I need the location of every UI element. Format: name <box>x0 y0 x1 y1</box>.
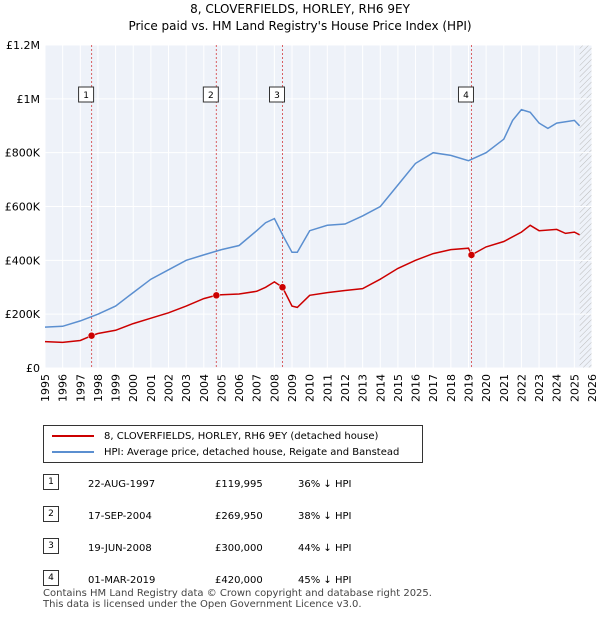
sale-number-badge: 3 <box>43 538 59 554</box>
x-tick-label: 2007 <box>251 374 264 402</box>
x-tick-label: 2023 <box>533 374 546 402</box>
legend-item-property: 8, CLOVERFIELDS, HORLEY, RH6 9EY (detach… <box>52 428 378 444</box>
x-tick-label: 2001 <box>145 374 158 402</box>
sale-point <box>87 331 96 340</box>
x-tick-label: 2005 <box>215 374 228 402</box>
sale-label-box <box>78 86 95 103</box>
sale-label-text: 2 <box>208 91 214 101</box>
sale-label-box <box>457 86 474 103</box>
x-tick-label: 2006 <box>233 374 246 402</box>
sale-number-badge: 4 <box>43 570 59 586</box>
sale-label-box <box>269 86 286 103</box>
sale-point <box>212 291 221 300</box>
sale-date: 01-MAR-2019 <box>88 575 156 586</box>
y-tick-label: £0 <box>26 362 40 375</box>
x-tick-label: 2015 <box>392 374 405 402</box>
chart-title: 8, CLOVERFIELDS, HORLEY, RH6 9EY <box>190 2 410 16</box>
sale-row: 3 19-JUN-2008 £300,000 44% ↓ HPI <box>43 534 443 566</box>
x-tick-label: 2022 <box>515 374 528 402</box>
sale-price: £269,950 <box>215 511 263 522</box>
x-tick-label: 2020 <box>480 374 493 402</box>
sale-hpi-diff: 45% ↓ HPI <box>298 575 352 586</box>
sale-price: £420,000 <box>215 575 263 586</box>
footer: Contains HM Land Registry data © Crown c… <box>43 588 432 610</box>
x-tick-label: 2000 <box>127 374 140 402</box>
footer-license: This data is licensed under the Open Gov… <box>43 599 362 610</box>
property-price-line <box>44 224 580 344</box>
x-tick-label: 2025 <box>568 374 581 402</box>
sale-label-text: 4 <box>463 91 469 101</box>
footer-copyright: Contains HM Land Registry data © Crown c… <box>43 588 432 599</box>
sale-row: 2 17-SEP-2004 £269,950 38% ↓ HPI <box>43 502 443 534</box>
sale-date: 17-SEP-2004 <box>88 511 152 522</box>
sale-price: £300,000 <box>215 543 263 554</box>
x-tick-label: 2024 <box>551 374 564 402</box>
x-tick-label: 2018 <box>445 374 458 402</box>
y-tick-label: £800K <box>5 147 41 160</box>
x-tick-label: 2026 <box>586 374 599 402</box>
x-tick-label: 2009 <box>286 374 299 402</box>
y-tick-label: £600K <box>5 201 41 214</box>
sale-date: 19-JUN-2008 <box>88 543 152 554</box>
x-tick-label: 1999 <box>110 374 123 402</box>
y-tick-label: £1M <box>17 93 41 106</box>
legend-swatch-hpi <box>52 451 94 453</box>
x-tick-label: 2017 <box>427 374 440 402</box>
x-tick-label: 2016 <box>410 374 423 402</box>
x-tick-label: 1996 <box>57 374 70 402</box>
sale-label-text: 3 <box>274 91 280 101</box>
sale-label-box <box>202 86 219 103</box>
legend-label-property: 8, CLOVERFIELDS, HORLEY, RH6 9EY (detach… <box>104 430 379 442</box>
sale-price: £119,995 <box>215 479 263 490</box>
y-tick-label: £1.2M <box>6 39 40 52</box>
x-tick-label: 2002 <box>163 374 176 402</box>
sale-hpi-diff: 36% ↓ HPI <box>298 479 352 490</box>
legend-swatch-property <box>52 435 94 437</box>
legend-label-hpi: HPI: Average price, detached house, Reig… <box>104 446 400 458</box>
x-tick-label: 2021 <box>498 374 511 402</box>
x-tick-label: 2008 <box>268 374 281 402</box>
legend-item-hpi: HPI: Average price, detached house, Reig… <box>52 444 399 460</box>
x-tick-label: 2010 <box>304 374 317 402</box>
sale-hpi-diff: 38% ↓ HPI <box>298 511 352 522</box>
sale-row: 1 22-AUG-1997 £119,995 36% ↓ HPI <box>43 470 443 502</box>
sale-date: 22-AUG-1997 <box>88 479 156 490</box>
sale-hpi-diff: 44% ↓ HPI <box>298 543 352 554</box>
price-chart: £0 £200K £400K £600K £800K £1M £1.2M 1995 1996 19… <box>5 39 599 402</box>
chart-subtitle: Price paid vs. HM Land Registry's House … <box>128 19 472 33</box>
sale-number-badge: 1 <box>43 474 59 490</box>
x-tick-label: 2014 <box>374 374 387 402</box>
x-tick-label: 2013 <box>357 374 370 402</box>
x-tick-label: 1998 <box>92 374 105 402</box>
sale-number-badge: 2 <box>43 506 59 522</box>
sale-row: 4 01-MAR-2019 £420,000 45% ↓ HPI <box>43 566 443 598</box>
x-tick-label: 2003 <box>180 374 193 402</box>
x-tick-label: 1997 <box>74 374 87 402</box>
x-tick-label: 2012 <box>339 374 352 402</box>
y-tick-label: £400K <box>5 254 41 267</box>
hpi-line <box>44 108 581 328</box>
legend: 8, CLOVERFIELDS, HORLEY, RH6 9EY (detach… <box>43 425 423 463</box>
x-tick-label: 1995 <box>39 374 52 402</box>
y-tick-label: £200K <box>5 308 41 321</box>
sale-label-text: 1 <box>83 91 89 101</box>
sale-point <box>278 283 287 291</box>
x-tick-label: 2011 <box>321 374 334 402</box>
sale-point <box>467 251 476 259</box>
x-tick-label: 2004 <box>198 374 211 402</box>
x-tick-label: 2019 <box>462 374 475 402</box>
sales-table: 1 22-AUG-1997 £119,995 36% ↓ HPI 2 17-SE… <box>43 470 443 598</box>
